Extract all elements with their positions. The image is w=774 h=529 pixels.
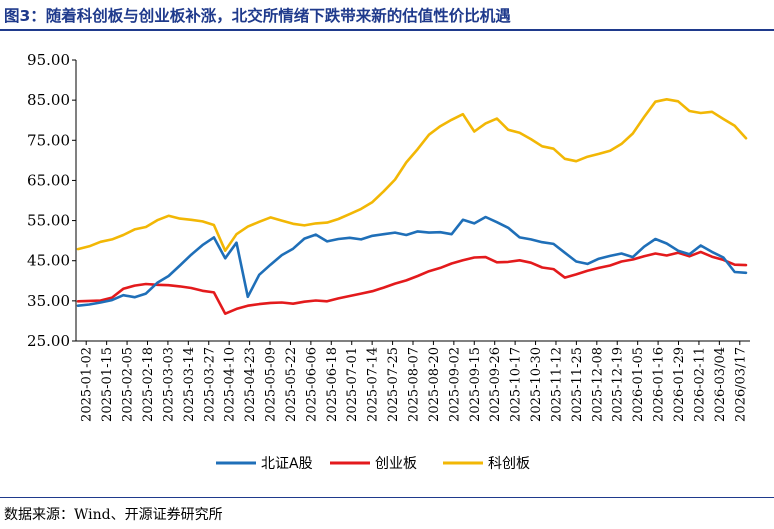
x-tick-label: 2025-10-17 [509,347,524,422]
x-tick-label: 2026-01-16 [652,347,667,422]
x-tick-label: 2026-01-29 [672,347,687,422]
x-tick-label: 2025-09-02 [447,347,462,422]
legend-label: 科创板 [488,456,530,472]
x-tick-label: 2025-07-25 [386,347,401,422]
x-tick-label: 2025-02-18 [141,347,156,422]
x-tick-label: 2025-12-19 [611,347,626,422]
x-tick-label: 2025-07-14 [366,347,381,422]
x-tick-label: 2025-03-03 [161,347,176,422]
axes: 95.00 85.00 75.00 65.00 55.00 45.00 35.00 25.00… [27,51,750,422]
source-note: 数据来源：Wind、开源证券研究所 [4,507,223,523]
y-tick-label: 45.00 [27,252,70,270]
x-tick-label: 2025-05-09 [264,347,279,422]
y-tick-label: 55.00 [27,212,70,230]
footer-divider [0,497,774,498]
x-tick-label: 2025-04-10 [223,347,238,422]
x-tick-label: 2025-01-15 [100,347,115,422]
x-tick-label: 2025-09-26 [488,347,503,422]
x-tick-label: 2025-03-27 [202,347,217,422]
x-tick-label: 2025-05-22 [284,347,299,422]
x-tick-label: 2025-08-07 [407,347,422,422]
y-tick-label: 75.00 [27,131,70,149]
series-layer [76,98,748,316]
x-tick-label: 2025-04-23 [243,347,258,422]
y-tick-label: 95.00 [27,51,70,69]
x-tick-label: 2026/03/17 [733,347,748,422]
x-tick-label: 2025-11-25 [570,347,585,422]
x-tick-label: 2025-06-18 [325,347,340,422]
x-tick-label: 2025-09-15 [468,347,483,422]
x-tick-label: 2025-06-06 [304,347,319,422]
y-tick-label: 65.00 [27,171,70,189]
y-tick-label: 85.00 [27,91,70,109]
x-tick-label: 2026-02-11 [692,347,707,422]
legend-label: 创业板 [375,456,417,472]
y-tick-label: 25.00 [27,332,70,350]
legend-label: 北证A股 [261,456,313,472]
x-tick-label: 2025-10-30 [529,347,544,422]
x-tick-label: 2025-08-20 [427,347,442,422]
x-tick-label: 2025-02-05 [121,347,136,422]
legend: 北证A股 创业板 科创板 [216,456,530,472]
x-tick-label: 2025-12-08 [590,347,605,422]
series-line [76,250,748,316]
y-tick-label: 35.00 [27,292,70,310]
chart-title: 图3：随着科创板与创业板补涨，北交所情绪下跌带来新的估值性价比机遇 [4,7,511,25]
x-tick-label: 2025-11-12 [549,347,564,422]
x-tick-label: 2025-07-01 [345,347,360,422]
series-line [76,98,748,252]
x-tick-label: 2025-03-14 [182,347,197,422]
series-line [76,215,748,308]
x-tick-label: 2025-01-02 [80,347,95,422]
line-chart: 95.00 85.00 75.00 65.00 55.00 45.00 35.00 25.00… [27,51,750,472]
x-tick-label: 2026-03/04 [713,347,728,422]
title-divider [0,29,774,31]
x-tick-label: 2026-01-05 [631,347,646,422]
